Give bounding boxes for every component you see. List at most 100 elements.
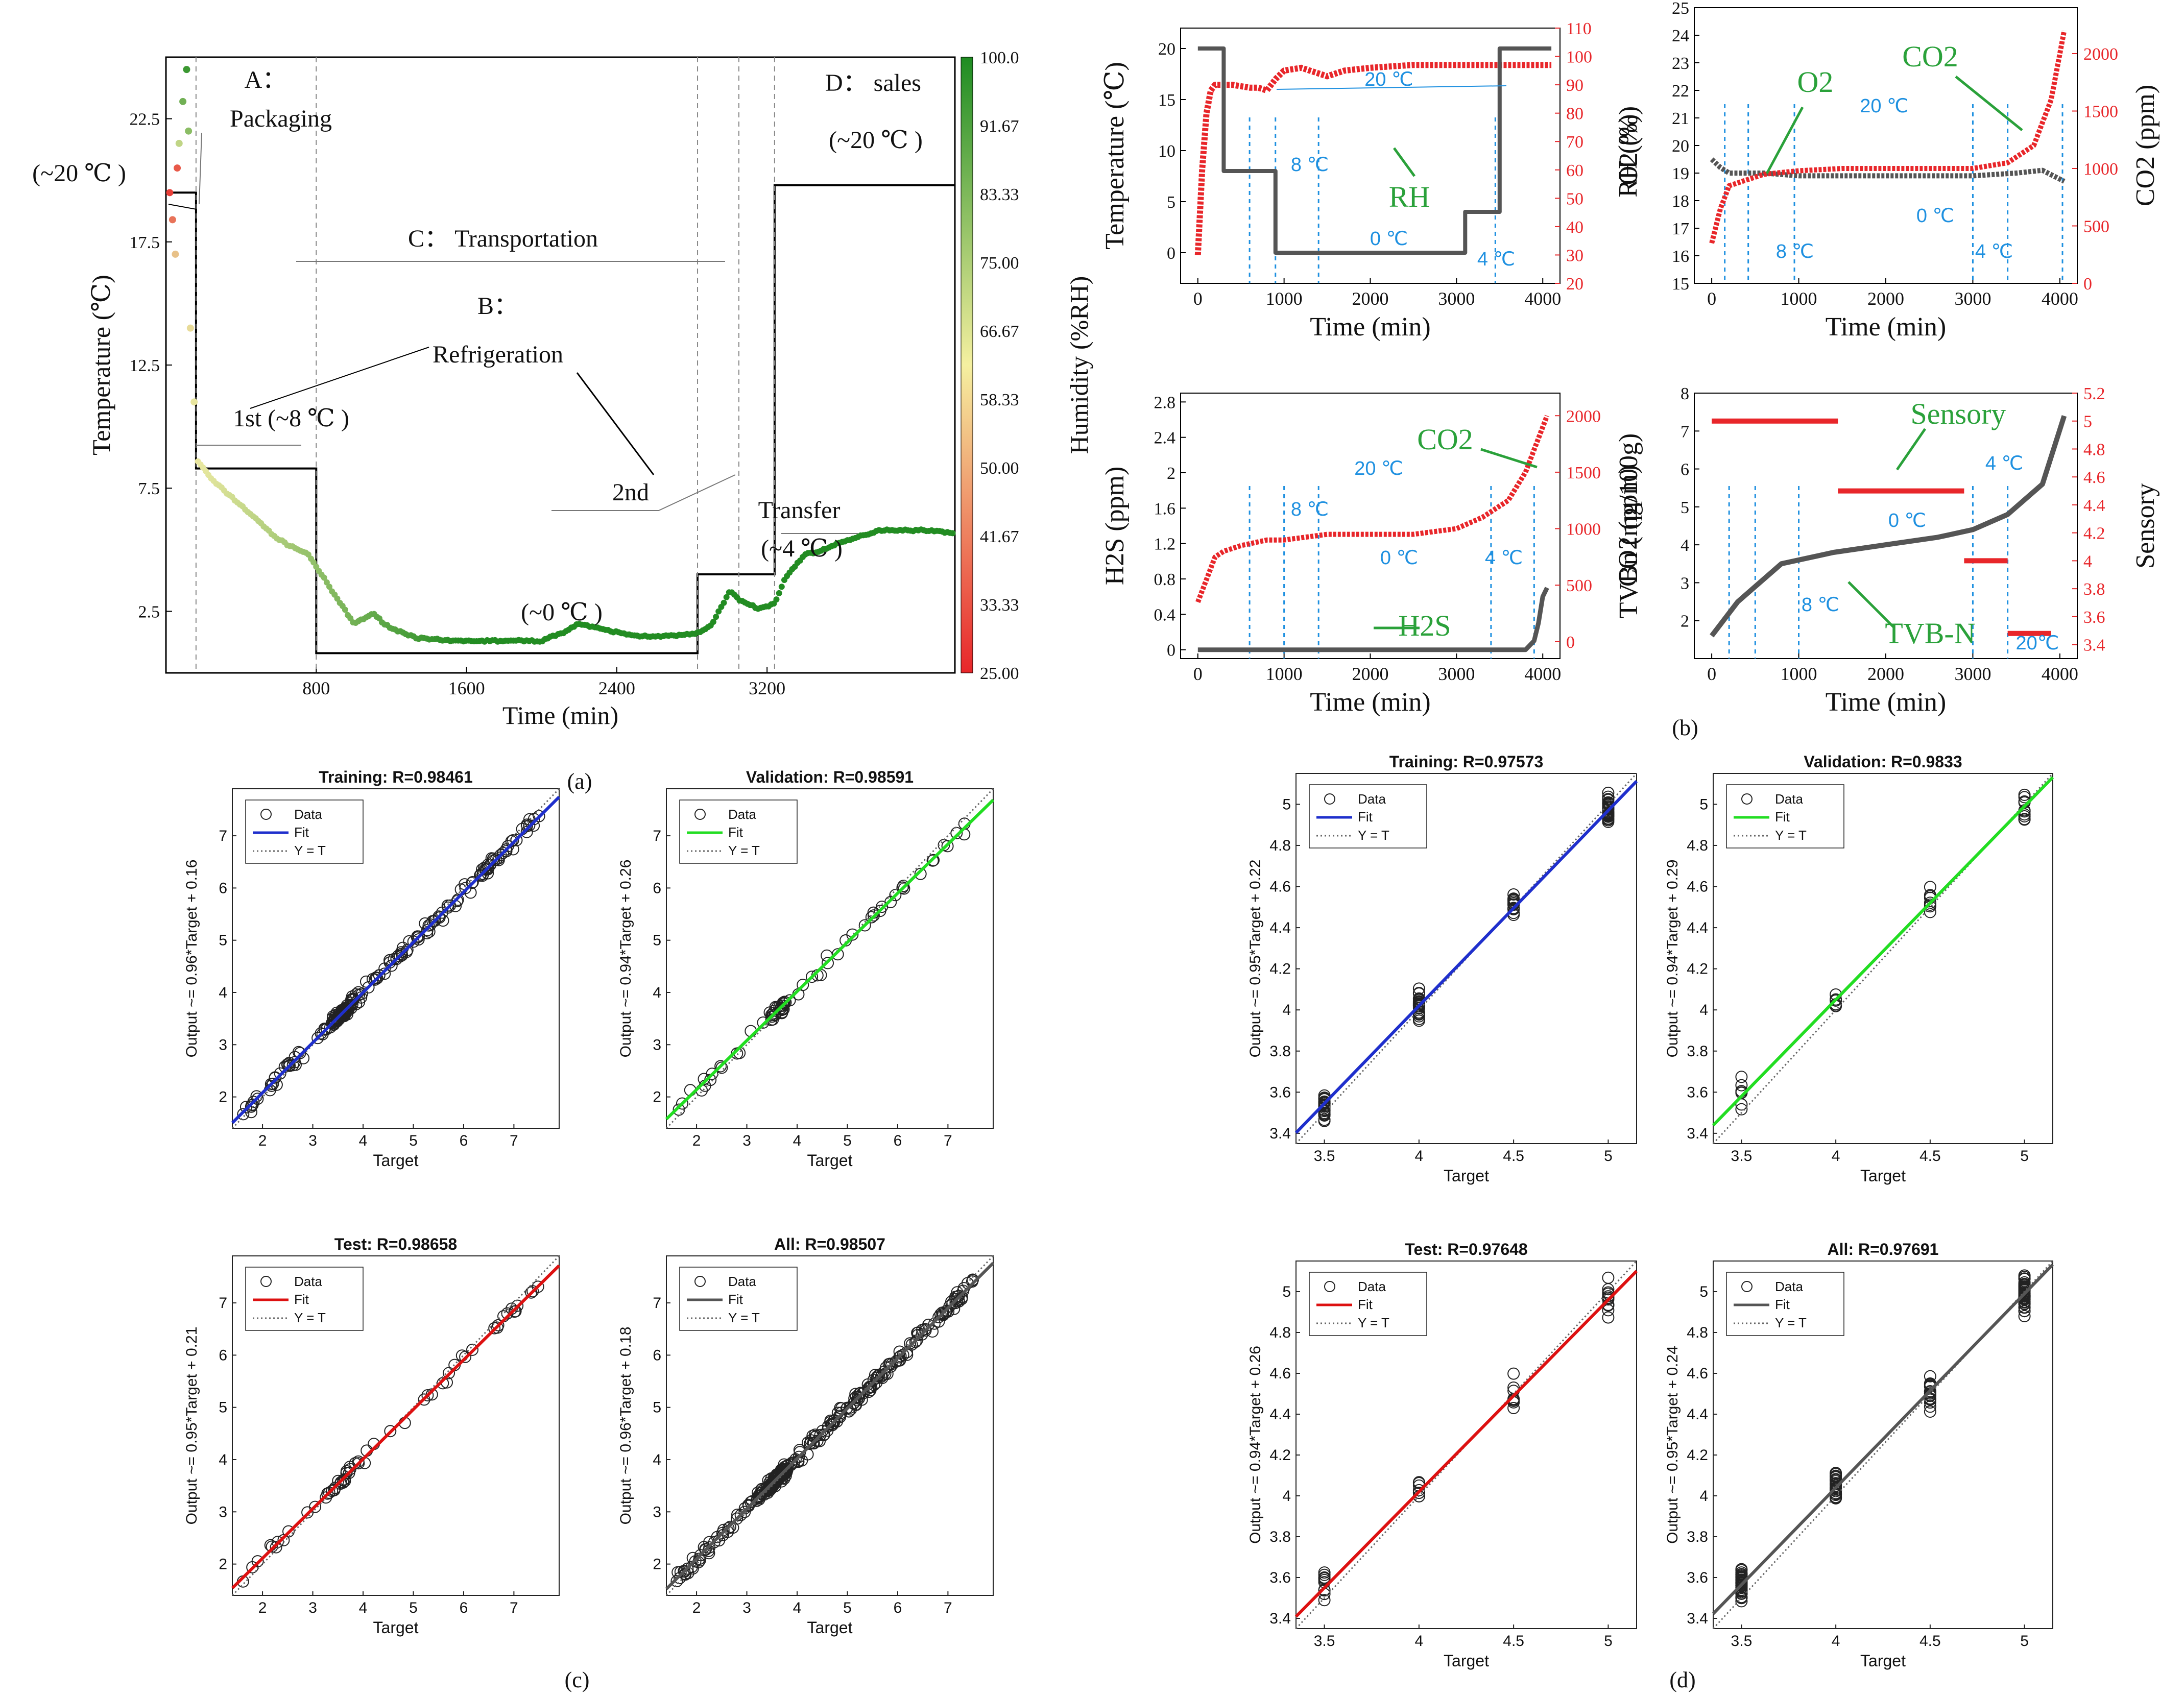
plot-frame [1180,393,1561,659]
y-axis-label: Output ~= 0.96*Target + 0.16 [183,860,200,1058]
x-tick-label: 6 [894,1132,902,1149]
data-point [811,1435,824,1447]
x-tick-label: 3.5 [1731,1148,1753,1165]
annot-sales: D： sales [825,69,921,96]
data-point [1507,1367,1520,1380]
y-tick-label: 3.6 [1269,1569,1291,1586]
x-tick-label: 4000 [1524,664,1561,684]
y-axis-label-right: RH (%) [1614,114,1643,197]
annot-transfer-temp: (~4 ℃ ) [761,535,843,562]
series-line [1197,587,1549,652]
y-axis-label: Output ~= 0.95*Target + 0.22 [1247,860,1264,1058]
panel-label-b: (b) [1672,715,1698,740]
x-tick-label: 3 [742,1132,751,1149]
data-point [945,1295,957,1308]
y-tick-label: 4 [1699,1002,1708,1019]
early-point [183,66,190,74]
label-rh: RH [1389,180,1430,213]
x-tick-label: 4.5 [1503,1148,1524,1165]
x-tick-label: 2000 [1352,288,1389,309]
x-tick-label: 4000 [2042,664,2078,684]
y-tick-label: 4 [1282,1488,1291,1505]
y-axis-label-right: CO2 (ppm) [2131,85,2160,206]
data-point [1602,1311,1615,1324]
plot-title: Test: R=0.98658 [334,1235,457,1253]
fit-line [1712,776,2054,1127]
data-point [779,1463,791,1476]
x-tick-label: 3.5 [1314,1633,1335,1650]
data-point [793,1450,805,1463]
data-point [1735,1079,1748,1092]
data-point [766,1477,779,1490]
y-tick-label: 5 [1282,1283,1291,1300]
data-point [510,834,523,846]
data-point [2018,788,2031,801]
data-point [742,1498,755,1511]
colorbar-tick-label: 58.33 [980,391,1019,409]
leader-20c [1276,85,1507,90]
x-axis-label: Time (min) [1310,688,1430,717]
y-tick-label: 5 [1699,1283,1708,1300]
y-tick-label-left: 20 [1158,40,1175,59]
data-point [1507,1393,1520,1405]
data-point [957,1284,970,1297]
data-point [1924,1387,1936,1400]
y-tick-label: 3 [653,1036,661,1053]
y-tick-label: 7 [653,828,661,844]
early-point [185,127,193,135]
data-point [850,1391,862,1403]
data-point [1924,1370,1936,1383]
y-tick-label: 7 [219,828,227,844]
data-point [706,1068,718,1080]
fit-line [665,798,995,1121]
data-point [780,1465,793,1478]
legend-yt: Y = T [728,843,760,858]
series-line [1197,46,1552,255]
y-tick-label: 2 [653,1556,661,1573]
x-tick-label: 3 [742,1599,751,1616]
data-point [1318,1572,1331,1585]
x-tick-label: 4.5 [1919,1633,1941,1650]
y-tick-label-right: 70 [1566,133,1583,152]
panel-label-a: (a) [567,769,592,794]
y-tick-label-right: 3.8 [2083,580,2105,599]
legend-yt: Y = T [294,843,326,858]
x-tick-label: 1000 [1781,664,1817,684]
label-0c: 0 ℃ [1370,228,1408,250]
data-point [731,1512,743,1525]
y-tick-label: 3.8 [1687,1043,1708,1060]
data-point [1735,1576,1748,1589]
y-tick-label-right: 90 [1566,76,1583,95]
data-point [501,1307,514,1320]
legend-data-marker [1324,1281,1335,1292]
x-tick-label: 7 [944,1132,952,1149]
y-tick-label: 4.4 [1269,1406,1291,1423]
y-axis-label: Output ~= 0.96*Target + 0.18 [617,1327,634,1525]
plot-title: Validation: R=0.98591 [746,768,914,786]
data-point [858,919,871,932]
y-tick-label: 5 [653,1399,661,1416]
legend-data: Data [1358,791,1386,807]
x-tick-label: 5 [843,1599,852,1616]
panel-c1: Training: R=0.98461 2 3 4 5 6 7 2 3 4 5 6 7 Target Out… [183,768,561,1170]
y-tick-label: 4.4 [1269,919,1291,936]
data-point [424,918,437,931]
x-tick-label: 3000 [1438,664,1475,684]
temp-point [776,590,782,596]
data-point [1412,1012,1425,1025]
data-point [966,1274,979,1287]
y-tick-label-left: 22 [1672,82,1689,101]
y-axis-label: Output ~= 0.94*Target + 0.29 [1664,860,1681,1058]
x-tick-label: 4000 [2042,288,2078,309]
data-point [2018,810,2031,822]
series-line [1710,157,2066,184]
temp-point [310,559,317,566]
y-tick-label: 3.6 [1687,1569,1708,1586]
x-axis-label: Target [1444,1652,1489,1670]
legend-yt: Y = T [1775,1315,1807,1330]
y-tick-label-left: 20 [1672,137,1689,156]
y-tick-label-right: 1500 [1566,464,1601,482]
data-point [352,1455,365,1468]
y-tick-label: 4.6 [1269,1365,1291,1382]
y-axis-label-right: CO2 (ppm) [1614,465,1643,587]
